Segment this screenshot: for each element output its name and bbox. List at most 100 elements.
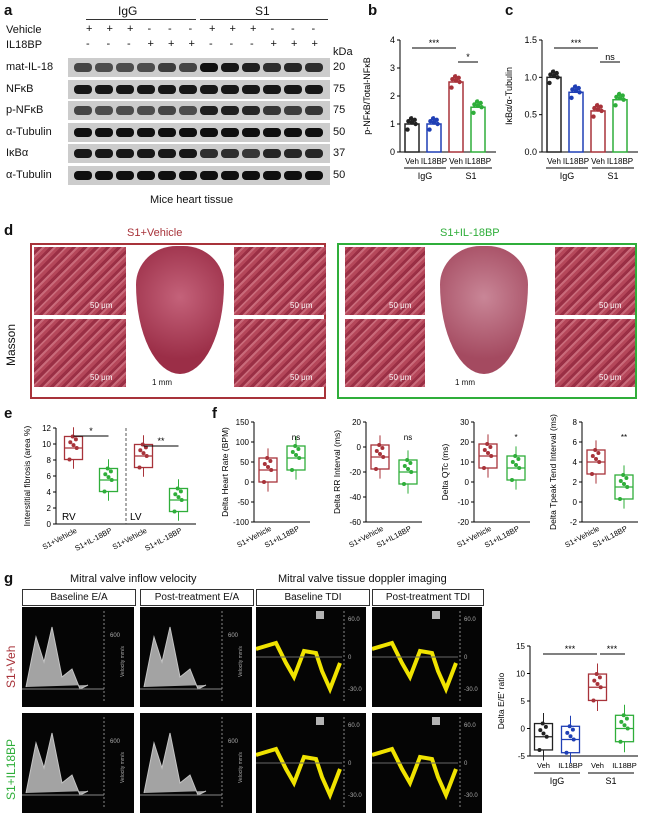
y-tick-label: 4 <box>47 488 52 497</box>
y-tick-label: 6 <box>573 438 578 447</box>
tissue-micrograph <box>345 319 425 387</box>
blot-kda: 20 <box>333 61 346 73</box>
y-tick-label: 2 <box>573 478 578 487</box>
tdi-image: 60.0 0 -30.0 <box>256 713 366 813</box>
y-tick-label: 10 <box>516 670 525 679</box>
y-tick-label: -10 <box>457 498 469 507</box>
data-point <box>265 456 270 460</box>
blot-band <box>74 106 92 115</box>
data-point <box>71 443 76 448</box>
data-point <box>482 466 486 470</box>
blot-band <box>137 149 155 158</box>
data-point <box>137 465 142 470</box>
sig-label: *** <box>429 38 440 48</box>
data-point <box>567 724 572 729</box>
blot-band <box>263 127 281 137</box>
blot-band <box>284 127 302 137</box>
data-point <box>138 448 143 453</box>
sig-label: * <box>514 433 517 442</box>
x-tick-label: Veh <box>591 761 604 770</box>
y-axis-label: IκBα/α-Tubulin <box>504 67 514 125</box>
vehicle-sign: + <box>209 23 216 35</box>
y-tick-label: 0 <box>245 478 250 487</box>
data-point <box>593 448 598 452</box>
sig-label: ns <box>292 433 300 442</box>
velocity-label: Velocity mm/s <box>238 646 244 677</box>
doppler-image: 600 Velocity mm/s <box>22 713 134 813</box>
il18bp-sign: - <box>209 38 213 50</box>
data-point <box>621 473 626 477</box>
blot-row-label: α-Tubulin <box>6 168 52 181</box>
blot-row-label: NFκB <box>6 82 34 95</box>
blot-band <box>158 149 176 158</box>
data-point <box>67 457 72 462</box>
echo-trace: 600 Velocity mm/s <box>22 717 126 809</box>
kda-header: kDa <box>333 46 353 58</box>
panel-letter-d: d <box>4 222 14 239</box>
y-tick-label: 0 <box>357 443 362 452</box>
x-tick-label: S1+IL-18BP <box>143 526 183 553</box>
blot-band <box>284 106 302 115</box>
blot-kda: 37 <box>333 147 346 159</box>
y-tick-label: -20 <box>349 468 361 477</box>
histology-box-il18bp <box>337 243 637 399</box>
il18bp-sign: + <box>168 38 175 50</box>
bar <box>448 81 464 153</box>
blot-row <box>68 101 330 120</box>
group-label: IgG <box>550 776 565 786</box>
blot-band <box>221 127 239 137</box>
data-point <box>599 108 604 114</box>
data-point <box>108 469 113 474</box>
y-tick-label: 0.5 <box>524 110 537 120</box>
data-point <box>516 457 521 461</box>
data-point <box>596 451 601 455</box>
y-tick-label: 0 <box>47 520 52 529</box>
x-tick-label: Veh <box>547 157 561 166</box>
y-tick-label: -60 <box>349 518 361 527</box>
panel-letter-g: g <box>4 570 14 587</box>
echo-trace: 60.0 0 -30.0 <box>256 611 362 703</box>
bar <box>568 91 584 153</box>
blot-band <box>305 149 323 158</box>
il18bp-sign: - <box>250 38 254 50</box>
tdi-image: 60.0 0 -30.0 <box>372 713 482 813</box>
scale-value: 600 <box>228 739 239 745</box>
y-tick-label: 5 <box>521 697 526 706</box>
blot-band <box>305 84 323 94</box>
blot-band <box>137 127 155 137</box>
blot-row-label: p-NFκB <box>6 104 44 116</box>
data-point <box>543 724 548 729</box>
blot-row-label: IκBα <box>6 147 29 159</box>
data-point <box>613 103 618 108</box>
data-point <box>619 719 624 724</box>
blot-band <box>179 106 197 115</box>
scale-big: 1 mm <box>455 378 475 387</box>
sig-label: * <box>466 52 470 62</box>
blot-band <box>305 63 323 72</box>
data-point <box>293 444 298 448</box>
blot-band <box>221 149 239 158</box>
scale-value: 600 <box>110 633 121 639</box>
bar <box>612 98 628 153</box>
data-point <box>457 79 462 85</box>
doppler-image: 600 Velocity mm/s <box>140 713 252 813</box>
y-tick-label: 1.5 <box>524 35 537 45</box>
blot-band <box>242 63 260 72</box>
blot-kda: 75 <box>333 82 346 95</box>
blot-band <box>200 84 218 94</box>
data-point <box>618 479 623 483</box>
data-point <box>625 485 630 489</box>
blot-band <box>242 127 260 137</box>
data-point <box>175 486 180 491</box>
data-point <box>475 103 481 109</box>
y-tick-label: 1 <box>390 119 395 129</box>
data-point <box>405 127 410 132</box>
x-tick-label: S1+Vehicle <box>41 526 79 552</box>
scale-value: 600 <box>228 633 239 639</box>
x-tick-label: IL18BP <box>563 157 589 166</box>
sig-label: * <box>89 426 93 436</box>
blot-band <box>305 170 323 180</box>
vehicle-sign: + <box>127 23 134 35</box>
data-point <box>431 120 437 125</box>
y-axis-label: Delta QTc (ms) <box>440 443 450 500</box>
